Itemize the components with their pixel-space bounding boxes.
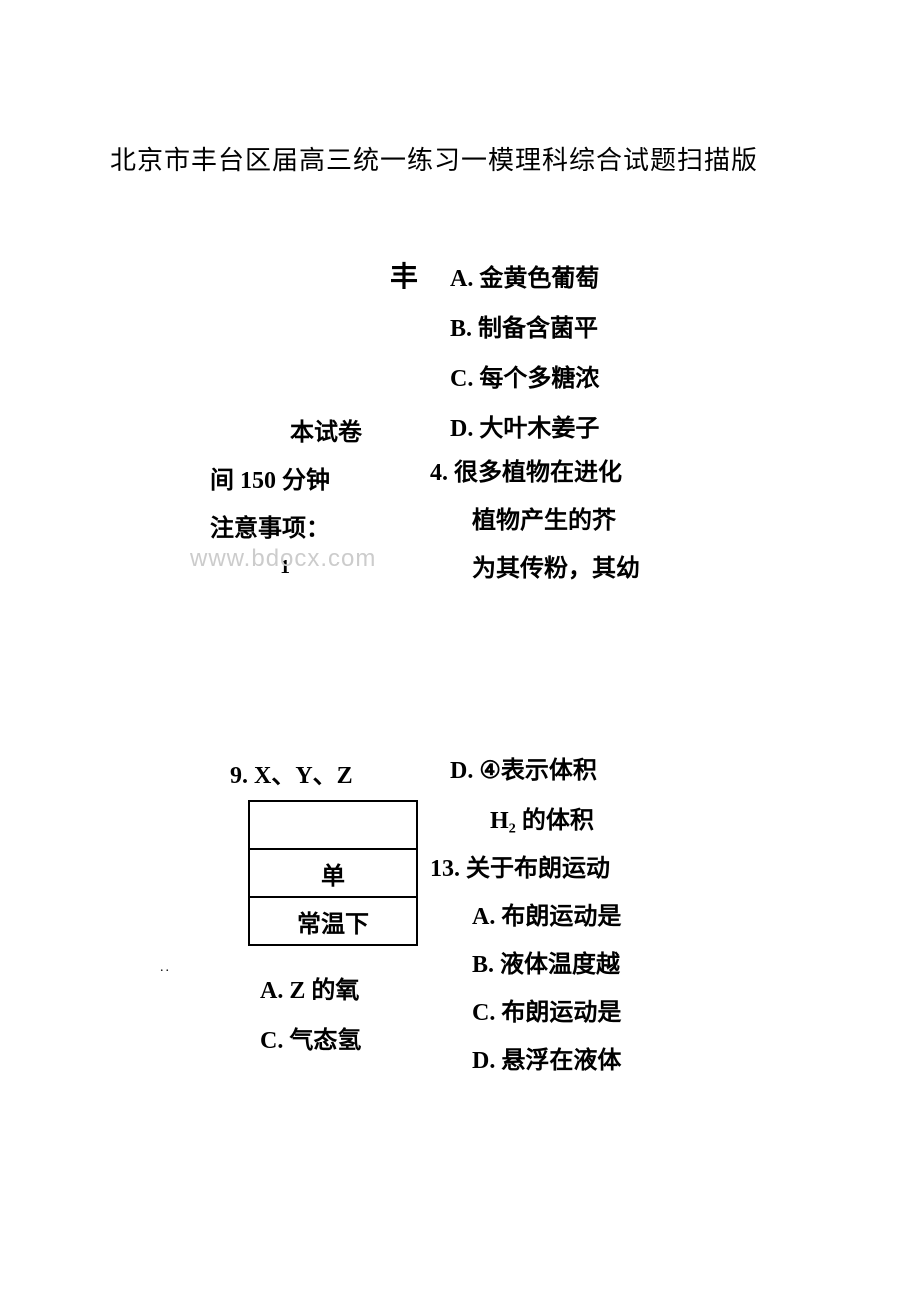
ellipsis-dots: .. <box>160 960 171 976</box>
q13-option-d: D. 悬浮在液体 <box>472 1040 621 1075</box>
question-9: 9. X、Y、Z <box>230 755 353 790</box>
data-table: 单 常温下 <box>248 800 418 946</box>
h2-volume-text: H₂ 的体积 <box>490 800 594 835</box>
header-mark: 丰 <box>390 255 418 295</box>
notice-heading: 注意事项： <box>210 508 330 543</box>
watermark-text: www.bdocx.com <box>190 545 376 573</box>
q9-option-c: C. 气态氢 <box>260 1020 361 1055</box>
q12-option-d: D. ④表示体积 <box>450 750 597 785</box>
q13-option-c: C. 布朗运动是 <box>472 992 621 1027</box>
paper-info-line1: 本试卷 <box>290 412 362 447</box>
q3-option-c: C. 每个多糖浓 <box>450 358 599 393</box>
q13-option-b: B. 液体温度越 <box>472 944 620 979</box>
table-row: 单 <box>250 850 416 898</box>
table-row <box>250 802 416 850</box>
q4-line1: 4. 很多植物在进化 <box>430 452 622 487</box>
document-title: 北京市丰台区届高三统一练习一模理科综合试题扫描版 <box>110 140 758 177</box>
q4-line2: 植物产生的芥 <box>472 500 616 535</box>
q13-option-a: A. 布朗运动是 <box>472 896 621 931</box>
q4-line3: 为其传粉，其幼 <box>472 548 640 583</box>
q3-option-a: A. 金黄色葡萄 <box>450 258 599 293</box>
q3-option-d: D. 大叶木姜子 <box>450 408 599 443</box>
paper-info-line2: 间 150 分钟 <box>210 460 330 495</box>
table-row: 常温下 <box>250 898 416 946</box>
q9-option-a: A. Z 的氧 <box>260 970 359 1005</box>
q3-option-b: B. 制备含菌平 <box>450 308 598 343</box>
question-13: 13. 关于布朗运动 <box>430 848 610 883</box>
